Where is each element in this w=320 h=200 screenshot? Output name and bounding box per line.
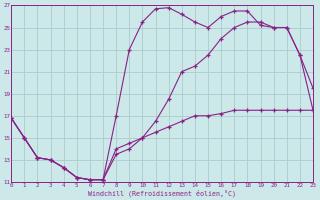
- X-axis label: Windchill (Refroidissement éolien,°C): Windchill (Refroidissement éolien,°C): [88, 189, 236, 197]
